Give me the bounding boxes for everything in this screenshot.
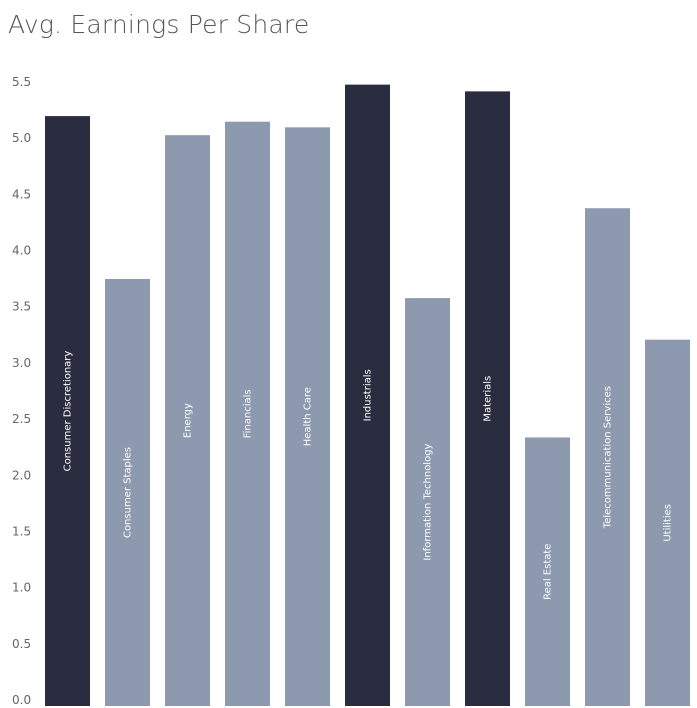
bar-label: Materials	[483, 376, 494, 422]
y-tick-label: 2.5	[12, 412, 31, 426]
y-tick-label: 1.0	[12, 581, 31, 595]
y-tick-label: 3.5	[12, 300, 31, 314]
bar-label: Health Care	[303, 387, 314, 446]
y-tick-label: 0.0	[12, 693, 31, 707]
bar-label: Information Technology	[423, 443, 434, 560]
y-tick-label: 0.5	[12, 637, 31, 651]
bar-label: Consumer Discretionary	[63, 351, 74, 472]
y-tick-label: 2.0	[12, 468, 31, 482]
y-tick-label: 4.0	[12, 244, 31, 258]
bar-label: Consumer Staples	[123, 447, 134, 538]
bar-label: Industrials	[363, 369, 374, 421]
y-tick-label: 5.0	[12, 131, 31, 145]
bar-label: Financials	[243, 389, 254, 438]
y-tick-label: 3.0	[12, 356, 31, 370]
y-tick-label: 1.5	[12, 524, 31, 538]
y-tick-label: 4.5	[12, 187, 31, 201]
bar-label: Energy	[183, 403, 194, 438]
bar-label: Real Estate	[543, 544, 554, 600]
bar-label: Telecommunication Services	[603, 386, 614, 529]
y-axis: 0.0 0.5 1.0 1.5 2.0 2.5 3.0 3.5 4.0 4.5 5.0 5.5	[12, 75, 31, 707]
bar-label: Utilities	[663, 504, 674, 542]
y-tick-label: 5.5	[12, 75, 31, 89]
